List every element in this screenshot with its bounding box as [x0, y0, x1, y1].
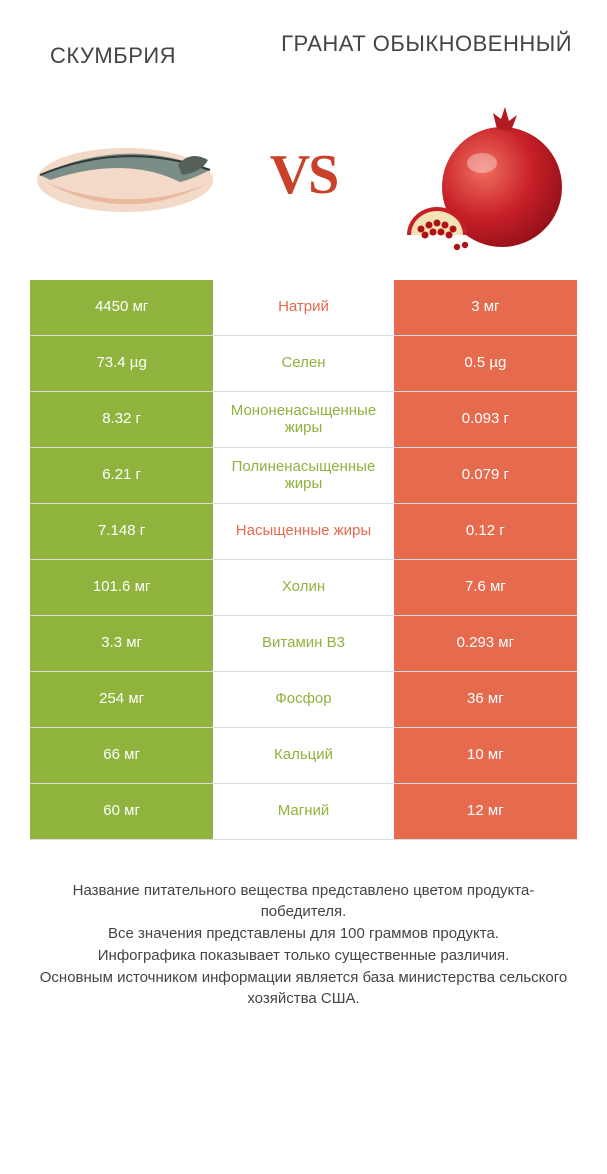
table-row: 6.21 гПолиненасыщенные жиры0.079 г [30, 448, 577, 504]
nutrient-label: Мононенасыщенные жиры [213, 392, 394, 447]
nutrient-label: Холин [213, 560, 394, 615]
nutrient-label: Насыщенные жиры [213, 504, 394, 559]
footer-line: Инфографика показывает только существенн… [30, 945, 577, 967]
left-value: 66 мг [30, 728, 213, 783]
pomegranate-icon [397, 95, 567, 255]
footer-line: Название питательного вещества представл… [30, 880, 577, 924]
right-value: 7.6 мг [394, 560, 577, 615]
left-value: 4450 мг [30, 280, 213, 335]
table-row: 101.6 мгХолин7.6 мг [30, 560, 577, 616]
footer-notes: Название питательного вещества представл… [0, 840, 607, 1011]
table-row: 3.3 мгВитамин B30.293 мг [30, 616, 577, 672]
left-value: 101.6 мг [30, 560, 213, 615]
table-row: 8.32 гМононенасыщенные жиры0.093 г [30, 392, 577, 448]
left-product-title: СКУМБРИЯ [30, 30, 276, 70]
right-value: 0.079 г [394, 448, 577, 503]
mackerel-icon [30, 120, 220, 230]
table-row: 73.4 µgСелен0.5 µg [30, 336, 577, 392]
right-value: 10 мг [394, 728, 577, 783]
table-row: 7.148 гНасыщенные жиры0.12 г [30, 504, 577, 560]
right-value: 3 мг [394, 280, 577, 335]
table-row: 254 мгФосфор36 мг [30, 672, 577, 728]
left-value: 254 мг [30, 672, 213, 727]
vs-label: VS [270, 143, 338, 207]
right-value: 0.12 г [394, 504, 577, 559]
nutrient-label: Натрий [213, 280, 394, 335]
nutrient-label: Кальций [213, 728, 394, 783]
right-product-image [387, 100, 577, 250]
nutrient-table: 4450 мгНатрий3 мг73.4 µgСелен0.5 µg8.32 … [0, 280, 607, 840]
left-value: 73.4 µg [30, 336, 213, 391]
footer-line: Основным источником информации является … [30, 967, 577, 1011]
table-row: 66 мгКальций10 мг [30, 728, 577, 784]
left-value: 7.148 г [30, 504, 213, 559]
nutrient-label: Селен [213, 336, 394, 391]
left-value: 3.3 мг [30, 616, 213, 671]
left-value: 60 мг [30, 784, 213, 839]
table-row: 4450 мгНатрий3 мг [30, 280, 577, 336]
nutrient-label: Фосфор [213, 672, 394, 727]
right-value: 36 мг [394, 672, 577, 727]
nutrient-label: Витамин B3 [213, 616, 394, 671]
right-value: 12 мг [394, 784, 577, 839]
right-value: 0.293 мг [394, 616, 577, 671]
table-row: 60 мгМагний12 мг [30, 784, 577, 840]
footer-line: Все значения представлены для 100 граммо… [30, 923, 577, 945]
left-value: 8.32 г [30, 392, 213, 447]
left-product-image [30, 100, 220, 250]
right-product-title: ГРАНАТ ОБЫКНОВЕННЫЙ [276, 30, 577, 70]
hero-row: VS [0, 80, 607, 280]
right-value: 0.5 µg [394, 336, 577, 391]
left-value: 6.21 г [30, 448, 213, 503]
header: СКУМБРИЯ ГРАНАТ ОБЫКНОВЕННЫЙ [0, 0, 607, 80]
nutrient-label: Магний [213, 784, 394, 839]
nutrient-label: Полиненасыщенные жиры [213, 448, 394, 503]
right-value: 0.093 г [394, 392, 577, 447]
